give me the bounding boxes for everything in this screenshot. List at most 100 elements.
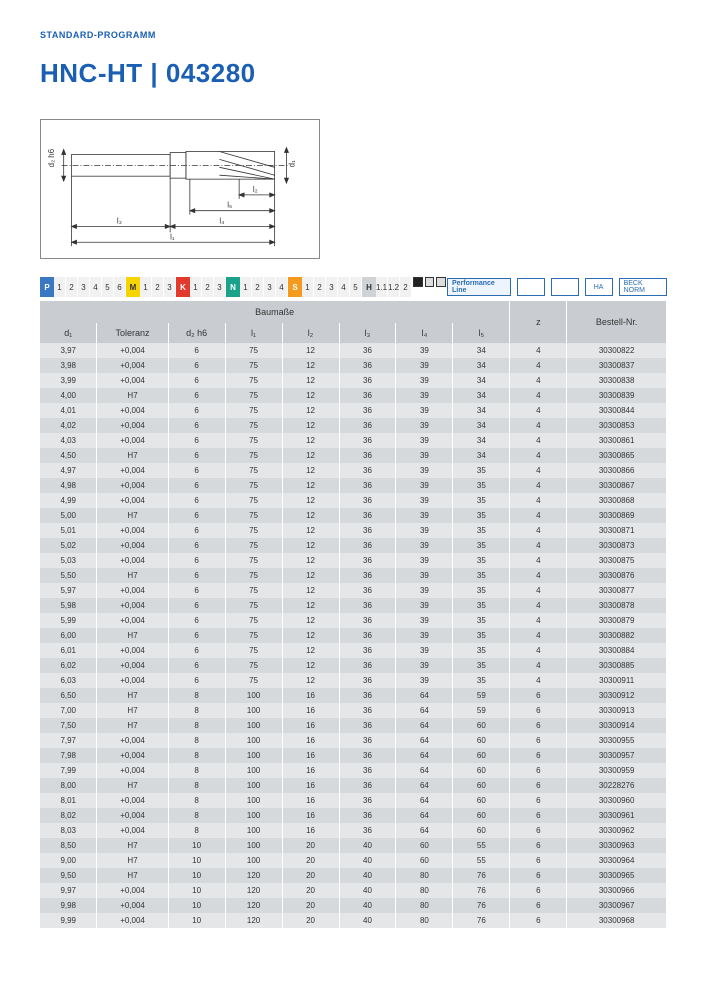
table-row: 5,99+0,00467512363935430300879: [40, 613, 667, 628]
table-row: 8,00H7810016366460630228276: [40, 778, 667, 793]
table-cell: 40: [339, 868, 396, 883]
table-cell: 34: [453, 388, 510, 403]
table-cell: 4,03: [40, 433, 97, 448]
table-cell: 34: [453, 448, 510, 463]
table-cell: 64: [396, 733, 453, 748]
col-bestell: Bestell-Nr.: [567, 301, 667, 343]
table-cell: 4,00: [40, 388, 97, 403]
table-cell: 40: [339, 898, 396, 913]
table-cell: 10: [168, 898, 225, 913]
table-cell: 35: [453, 493, 510, 508]
table-cell: 64: [396, 748, 453, 763]
table-cell: 35: [453, 583, 510, 598]
table-cell: 6: [510, 883, 567, 898]
technical-diagram: d₂ h6 d₁ l₂ l₅ l₃ l₄ l₁: [40, 119, 320, 259]
table-cell: 40: [339, 883, 396, 898]
col-header: l₁: [225, 323, 282, 343]
table-cell: 6: [510, 718, 567, 733]
table-cell: 36: [339, 493, 396, 508]
table-cell: 4: [510, 343, 567, 358]
table-cell: 120: [225, 898, 282, 913]
table-cell: 7,00: [40, 703, 97, 718]
table-cell: 36: [339, 778, 396, 793]
table-cell: 6: [168, 628, 225, 643]
table-cell: 36: [339, 433, 396, 448]
table-cell: 36: [339, 763, 396, 778]
table-cell: 7,98: [40, 748, 97, 763]
table-cell: H7: [97, 838, 168, 853]
table-cell: 12: [282, 373, 339, 388]
strip-num: 2: [152, 277, 164, 297]
table-cell: 6: [168, 538, 225, 553]
table-cell: 30300959: [567, 763, 667, 778]
col-header: l₃: [339, 323, 396, 343]
strip-num: 3: [264, 277, 276, 297]
table-cell: 75: [225, 358, 282, 373]
table-cell: 12: [282, 643, 339, 658]
table-cell: 30300869: [567, 508, 667, 523]
table-cell: 6: [168, 493, 225, 508]
table-row: 4,00H767512363934430300839: [40, 388, 667, 403]
table-cell: 35: [453, 478, 510, 493]
table-cell: H7: [97, 388, 168, 403]
table-cell: 30300837: [567, 358, 667, 373]
strip-num: 1: [54, 277, 66, 297]
strip-label-m: M: [126, 277, 140, 297]
table-cell: 36: [339, 688, 396, 703]
table-cell: 39: [396, 343, 453, 358]
strip-num: 3: [164, 277, 176, 297]
strip-num: 2: [252, 277, 264, 297]
table-cell: 12: [282, 613, 339, 628]
table-cell: 35: [453, 628, 510, 643]
table-cell: 76: [453, 913, 510, 928]
table-row: 5,98+0,00467512363935430300878: [40, 598, 667, 613]
table-cell: 39: [396, 418, 453, 433]
table-cell: 36: [339, 613, 396, 628]
table-cell: 16: [282, 748, 339, 763]
table-cell: 4,50: [40, 448, 97, 463]
table-cell: 64: [396, 808, 453, 823]
table-cell: 36: [339, 373, 396, 388]
table-cell: 100: [225, 838, 282, 853]
table-cell: 40: [339, 838, 396, 853]
table-cell: 10: [168, 883, 225, 898]
table-cell: 7,99: [40, 763, 97, 778]
table-row: 4,97+0,00467512363935430300866: [40, 463, 667, 478]
table-cell: 64: [396, 718, 453, 733]
strip-num: 1.1: [376, 277, 388, 297]
strip-label-p: P: [40, 277, 54, 297]
table-cell: 36: [339, 673, 396, 688]
table-cell: 4: [510, 553, 567, 568]
table-cell: 30300965: [567, 868, 667, 883]
table-cell: +0,004: [97, 733, 168, 748]
table-cell: 75: [225, 658, 282, 673]
table-cell: 39: [396, 403, 453, 418]
table-cell: +0,004: [97, 523, 168, 538]
table-cell: 8,50: [40, 838, 97, 853]
strip-num: 4: [276, 277, 288, 297]
col-header: l₅: [453, 323, 510, 343]
table-cell: 8,02: [40, 808, 97, 823]
table-cell: 16: [282, 718, 339, 733]
table-cell: 20: [282, 883, 339, 898]
table-cell: 6,01: [40, 643, 97, 658]
table-cell: 7,97: [40, 733, 97, 748]
table-cell: 6: [168, 478, 225, 493]
table-cell: 60: [453, 793, 510, 808]
table-cell: 30300913: [567, 703, 667, 718]
strip-num: 4: [90, 277, 102, 297]
strip-num: 4: [338, 277, 350, 297]
table-cell: 4: [510, 673, 567, 688]
table-cell: 6: [510, 763, 567, 778]
table-cell: 36: [339, 463, 396, 478]
table-cell: 30300875: [567, 553, 667, 568]
table-cell: 75: [225, 388, 282, 403]
table-cell: +0,004: [97, 343, 168, 358]
table-cell: 36: [339, 718, 396, 733]
strip-label-h: H: [362, 277, 376, 297]
table-cell: +0,004: [97, 433, 168, 448]
table-cell: 64: [396, 778, 453, 793]
table-cell: 39: [396, 613, 453, 628]
table-cell: 64: [396, 823, 453, 838]
table-cell: 5,03: [40, 553, 97, 568]
